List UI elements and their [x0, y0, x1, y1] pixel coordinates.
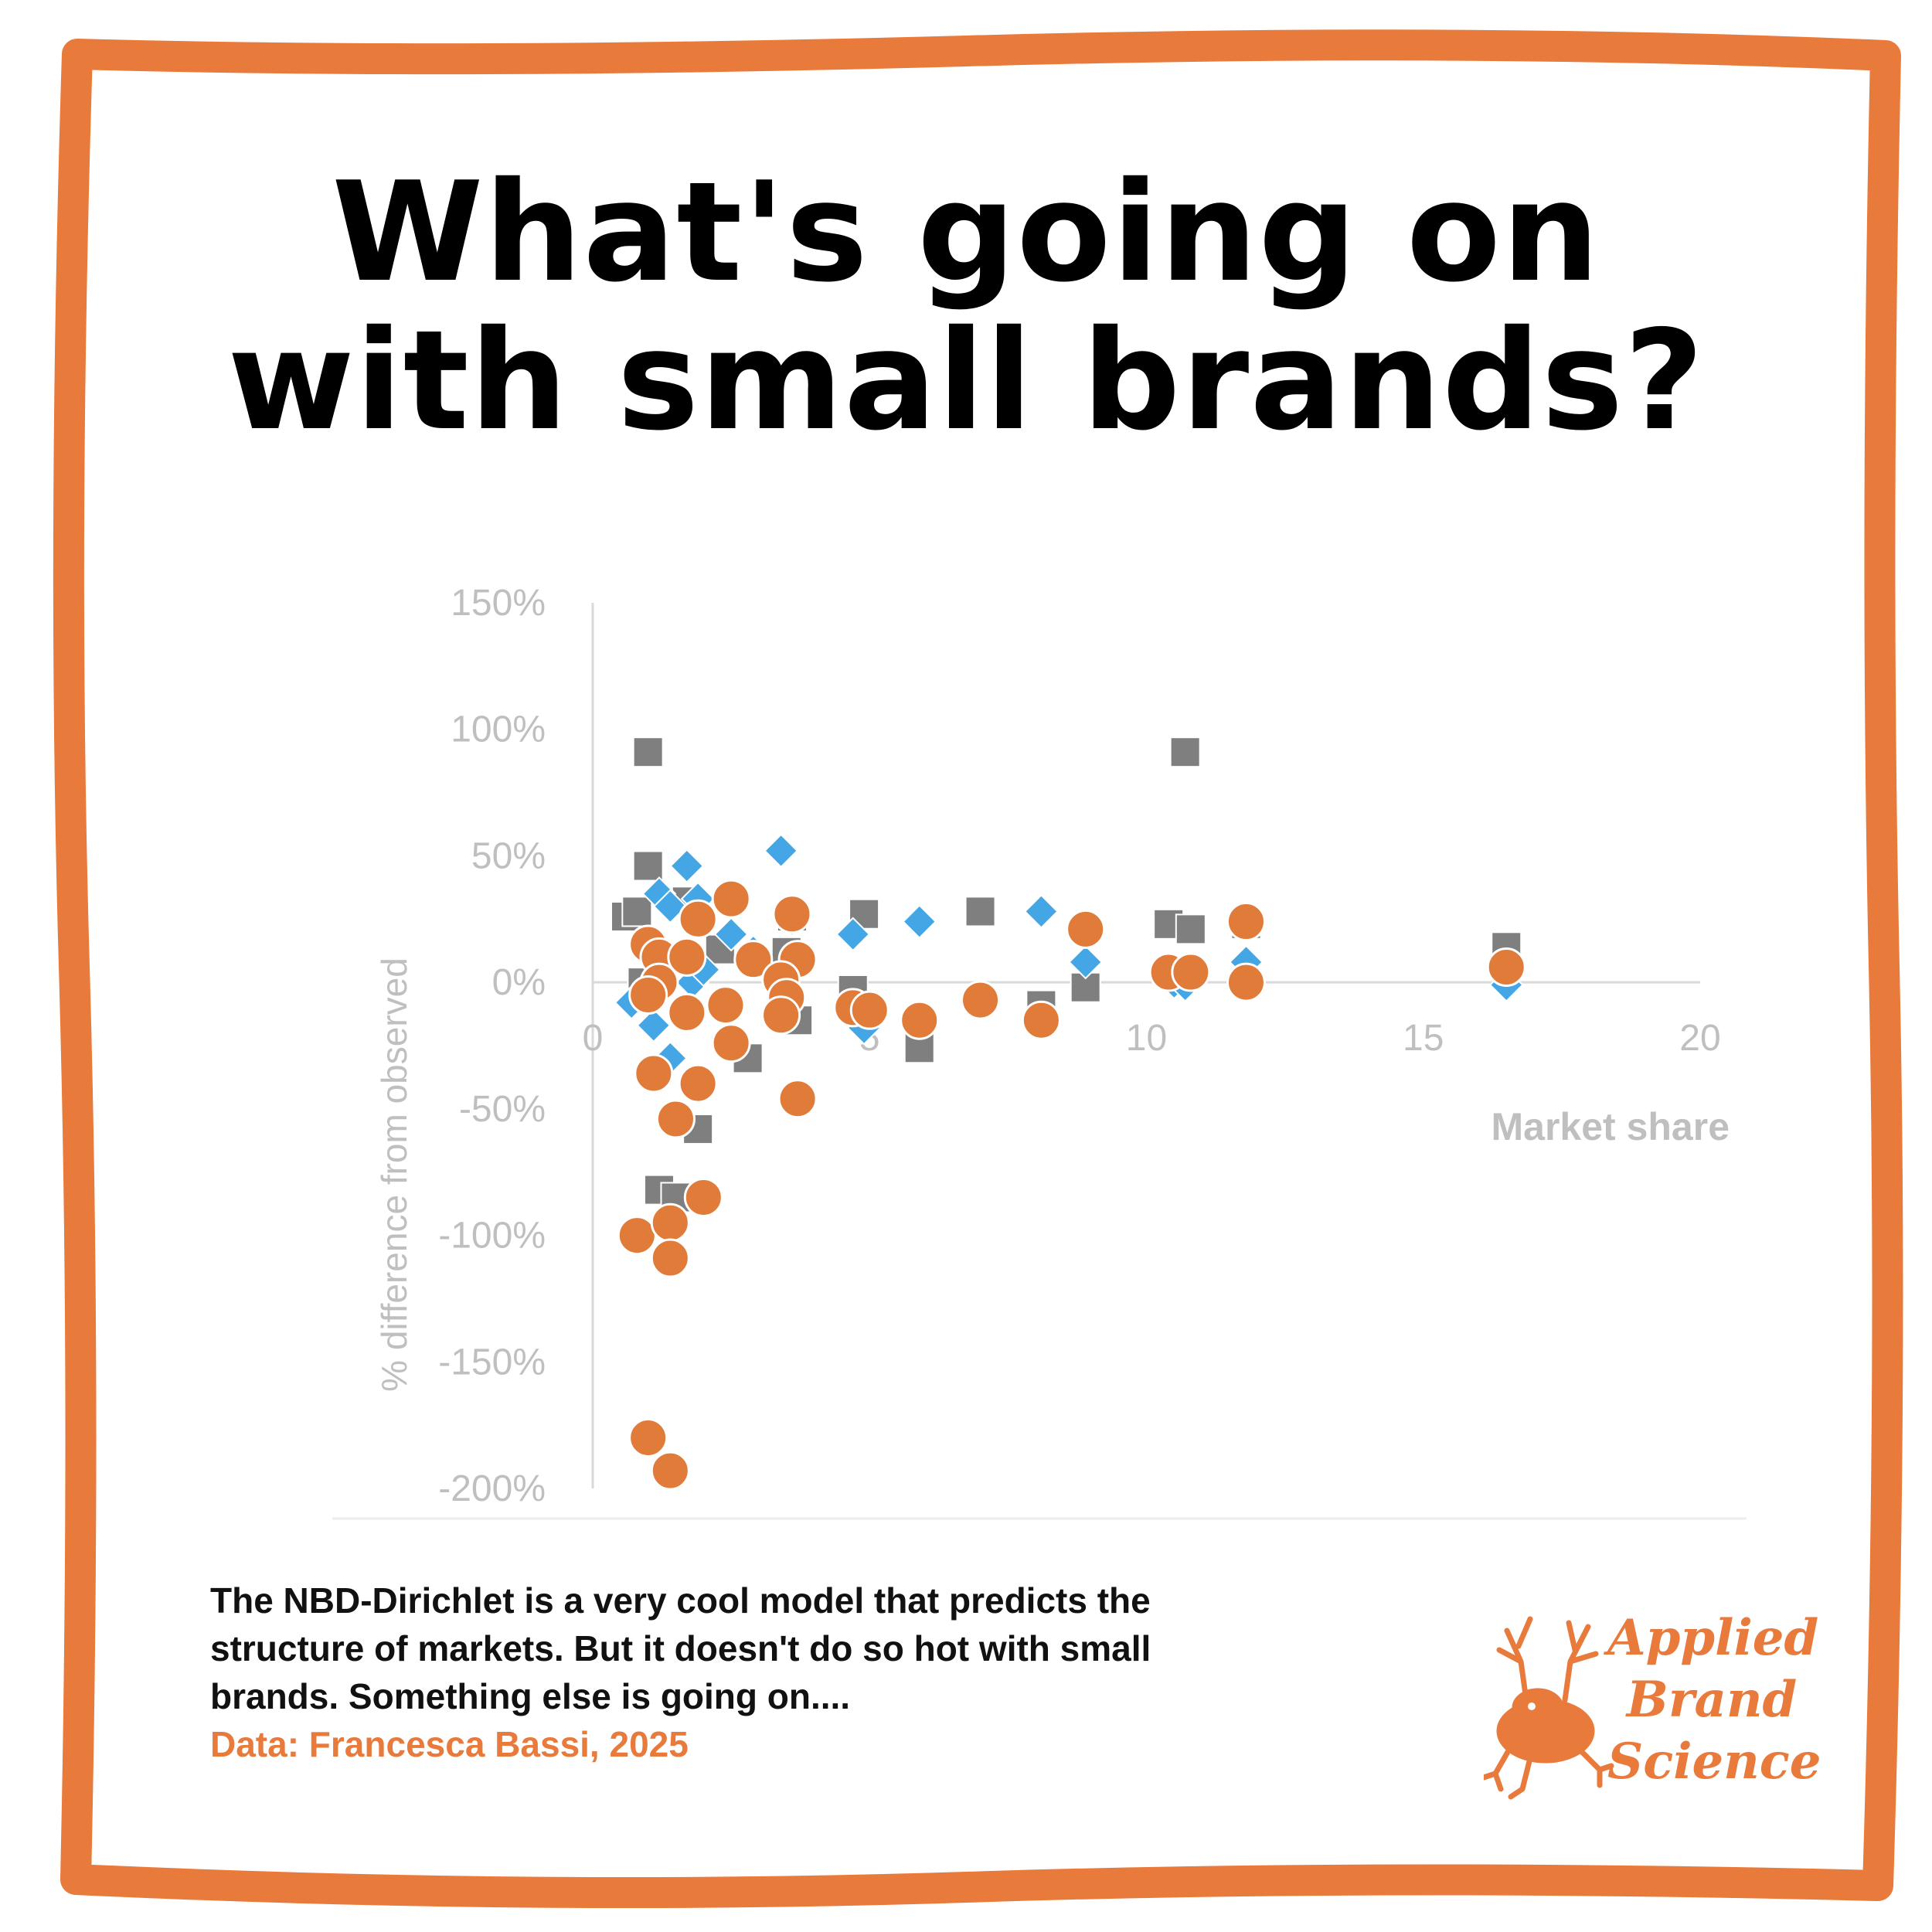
square-point	[1169, 736, 1201, 768]
diamond-point	[1023, 894, 1059, 929]
page-title: What's going on with small brands?	[0, 158, 1932, 455]
x-tick-label: 10	[1126, 1018, 1167, 1059]
square-point	[1175, 913, 1206, 945]
square-point	[621, 896, 653, 927]
y-tick-label: 100%	[451, 709, 546, 750]
circle-point	[706, 985, 746, 1026]
data-source: Data: Francesca Bassi, 2025	[210, 1724, 689, 1764]
logo-wordmark: Applied Brand Science	[1607, 1607, 1821, 1793]
circle-point	[650, 1202, 690, 1243]
circle-point	[849, 990, 889, 1030]
circle-point	[772, 894, 812, 934]
y-tick-label: 150%	[451, 583, 546, 624]
y-tick-label: -150%	[438, 1342, 546, 1383]
y-tick-label: 50%	[471, 835, 546, 876]
circle-point	[678, 899, 718, 939]
diamond-point	[636, 1008, 672, 1043]
square-point	[964, 896, 996, 927]
applied-brand-science-logo: Applied Brand Science	[1484, 1607, 1821, 1801]
y-tick-labels: 150% 100% 50% 0% -50% -100% -150% -200%	[438, 583, 546, 1509]
circle-point	[1226, 962, 1266, 1002]
diamond-point	[652, 889, 688, 924]
frame-border	[53, 29, 1903, 1909]
y-tick-label: -200%	[438, 1468, 546, 1509]
x-tick-label: 20	[1679, 1018, 1720, 1059]
circle-point	[1486, 947, 1526, 987]
circle-point	[733, 940, 774, 980]
circle-point	[650, 1451, 690, 1491]
x-axis-title: Market share	[1492, 1105, 1730, 1148]
logo-line-1: Applied	[1607, 1609, 1819, 1667]
title-line-2: with small brands?	[227, 301, 1705, 461]
y-tick-label: -50%	[459, 1089, 546, 1130]
circle-point	[761, 995, 801, 1036]
logo-line-2: Brand	[1626, 1671, 1798, 1729]
circle-point	[667, 937, 707, 977]
circle-point	[634, 1053, 674, 1094]
circle-point	[655, 1099, 696, 1139]
circle-point	[678, 1063, 718, 1104]
diamond-point	[764, 833, 799, 869]
circle-point	[961, 980, 1001, 1020]
x-tick-label: 15	[1403, 1018, 1444, 1059]
circle-point	[1171, 952, 1211, 992]
diamond-point	[1068, 944, 1104, 980]
diamond-point	[669, 849, 705, 883]
circle-point	[617, 1216, 657, 1256]
circle-point	[650, 1238, 690, 1278]
circle-point	[683, 1177, 723, 1217]
y-axis-title: % difference from observed	[374, 957, 414, 1392]
circle-point	[628, 1418, 668, 1458]
circle-point	[711, 879, 751, 919]
circle-point	[1066, 909, 1106, 949]
circle-point	[711, 1023, 751, 1063]
logo-line-3: Science	[1607, 1733, 1821, 1791]
diamond-point	[835, 917, 871, 952]
data-points	[610, 736, 1526, 1491]
square-point	[632, 736, 664, 768]
y-tick-label: 0%	[492, 962, 546, 1003]
circle-point	[1226, 902, 1266, 942]
diamond-point	[902, 904, 937, 939]
diamond-point	[713, 917, 749, 952]
square-point	[632, 850, 664, 882]
circle-point	[777, 1079, 818, 1119]
circle-point	[667, 992, 707, 1032]
caption-block: The NBD-Dirichlet is a very cool model t…	[210, 1577, 1261, 1768]
circle-point	[628, 975, 668, 1015]
caption-text: The NBD-Dirichlet is a very cool model t…	[210, 1580, 1151, 1716]
circle-point	[1021, 1000, 1061, 1040]
x-tick-label: 0	[583, 1018, 604, 1059]
x-tick-labels: 05101520	[583, 1018, 1721, 1059]
deer-frog-icon	[1484, 1616, 1614, 1800]
circle-point	[900, 1000, 940, 1040]
title-line-1: What's going on	[332, 152, 1600, 312]
y-tick-label: -100%	[438, 1216, 546, 1257]
